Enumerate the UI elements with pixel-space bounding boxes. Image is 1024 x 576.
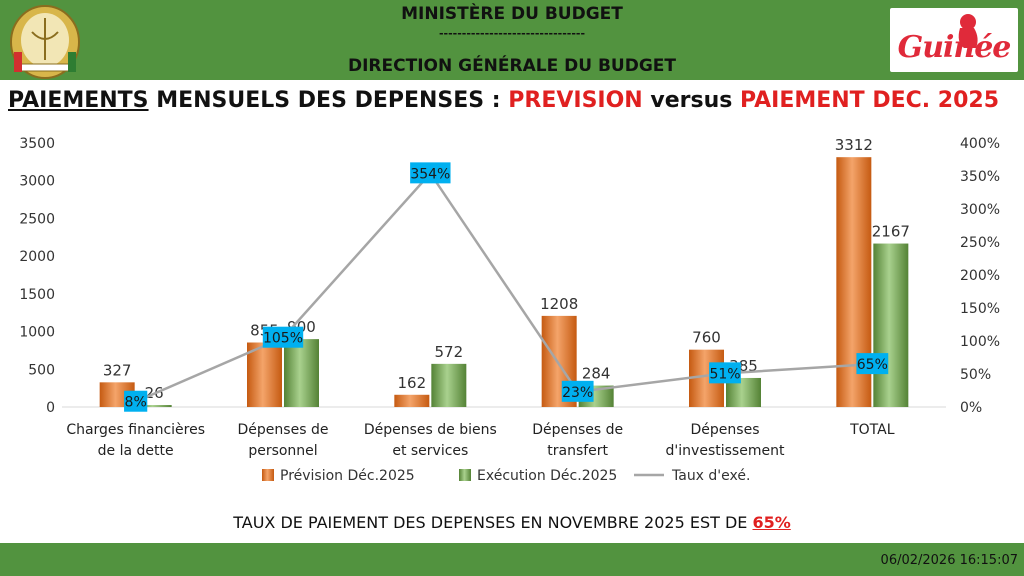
bar-prevision-label-3: 1208 (540, 295, 578, 313)
page-title: PAIEMENTS MENSUELS DES DEPENSES : PREVIS… (8, 88, 1018, 113)
y2-tick-label-1: 50% (960, 367, 991, 383)
y2-tick-label-8: 400% (960, 136, 1000, 152)
y2-tick-label-0: 0% (960, 400, 982, 416)
taux-label-box-1 (262, 326, 304, 348)
bar-prevision-label-5: 3312 (835, 136, 873, 154)
y-tick-label-5: 2500 (19, 211, 55, 227)
footer-band (0, 543, 1024, 576)
bar-prevision-1 (247, 342, 282, 407)
title-part-payment-dec: PAIEMENT DEC. 2025 (740, 88, 1000, 113)
y2-tick-label-4: 200% (960, 268, 1000, 284)
bar-execution-0 (136, 405, 172, 407)
bar-prevision-label-0: 327 (103, 361, 132, 379)
legend-label-2: Taux d'exé. (671, 468, 750, 484)
y-tick-label-1: 500 (28, 362, 55, 378)
category-label-1-0: Dépenses de (238, 422, 329, 438)
taux-label-4: 51% (709, 366, 740, 382)
legend-label-0: Prévision Déc.2025 (280, 468, 415, 484)
payment-rate-percent: 65% (752, 513, 791, 532)
title-part-payments: PAIEMENTS (8, 88, 149, 113)
taux-label-box-5 (856, 353, 889, 375)
y-tick-label-4: 2000 (19, 249, 55, 265)
y2-tick-label-3: 150% (960, 301, 1000, 317)
legend-swatch-1 (459, 469, 471, 481)
category-label-1-1: personnel (248, 443, 317, 459)
bar-prevision-2 (394, 394, 430, 407)
y2-tick-label-7: 350% (960, 169, 1000, 185)
y-tick-label-2: 1000 (19, 325, 55, 341)
logo-text: Guinée (897, 30, 1012, 65)
bar-execution-5 (873, 243, 909, 407)
y-tick-label-0: 0 (46, 400, 55, 416)
category-label-5-0: TOTAL (849, 422, 895, 438)
header-band (0, 0, 1024, 80)
category-label-3-0: Dépenses de (532, 422, 623, 438)
bar-execution-2 (431, 363, 467, 407)
title-part-monthly: MENSUELS DES DEPENSES : (148, 88, 509, 113)
legend-swatch-0 (262, 469, 274, 481)
taux-label-1: 105% (263, 331, 303, 347)
payments-chart: 0 500 1000 1500 2000 2500 3000 3500 0% 50% 100% 150… (19, 136, 1000, 484)
category-label-0-0: Charges financières (66, 422, 205, 438)
y2-tick-label-2: 100% (960, 334, 1000, 350)
y-tick-label-6: 3000 (19, 174, 55, 190)
taux-line (135, 171, 873, 403)
taux-label-box-0 (124, 390, 148, 412)
y-tick-label-7: 3500 (19, 136, 55, 152)
taux-label-3: 23% (562, 385, 593, 401)
category-label-2-1: et services (392, 443, 468, 459)
y2-tick-label-6: 300% (960, 202, 1000, 218)
header-separator: -------------------------------- (438, 27, 586, 40)
bar-execution-label-5: 2167 (872, 223, 910, 241)
legend-label-1: Exécution Déc.2025 (477, 468, 617, 484)
category-label-3-1: transfert (547, 443, 608, 459)
ministry-title: MINISTÈRE DU BUDGET (401, 4, 623, 24)
direction-title: DIRECTION GÉNÉRALE DU BUDGET (347, 56, 677, 76)
category-label-4-0: Dépenses (691, 422, 760, 438)
title-part-versus: versus (642, 88, 740, 113)
bar-execution-label-2: 572 (435, 343, 464, 361)
category-label-0-1: de la dette (98, 443, 174, 459)
taux-label-box-2 (410, 162, 451, 184)
bar-execution-1 (284, 339, 319, 407)
taux-label-box-3 (561, 380, 594, 402)
y-tick-label-3: 1500 (19, 287, 55, 303)
bar-prevision-label-2: 162 (398, 374, 427, 392)
taux-label-0: 8% (125, 395, 147, 411)
category-label-2-0: Dépenses de biens (364, 422, 497, 438)
category-label-4-1: d'investissement (666, 443, 785, 459)
payment-rate-note: TAUX DE PAIEMENT DES DEPENSES EN NOVEMBR… (0, 513, 1024, 532)
guinee-logo: Guinée (890, 8, 1018, 72)
bar-execution-label-3: 284 (582, 365, 611, 383)
taux-label-5: 65% (857, 357, 888, 373)
y2-tick-label-5: 250% (960, 235, 1000, 251)
title-part-forecast: PREVISION (508, 88, 643, 113)
taux-label-2: 354% (410, 166, 450, 182)
taux-label-box-4 (709, 362, 741, 384)
bar-prevision-label-4: 760 (692, 329, 721, 347)
timestamp: 06/02/2026 16:15:07 (880, 553, 1018, 568)
logo-figure-icon (958, 14, 978, 48)
payment-rate-text: TAUX DE PAIEMENT DES DEPENSES EN NOVEMBR… (233, 513, 753, 532)
coat-of-arms-seal (10, 5, 80, 79)
